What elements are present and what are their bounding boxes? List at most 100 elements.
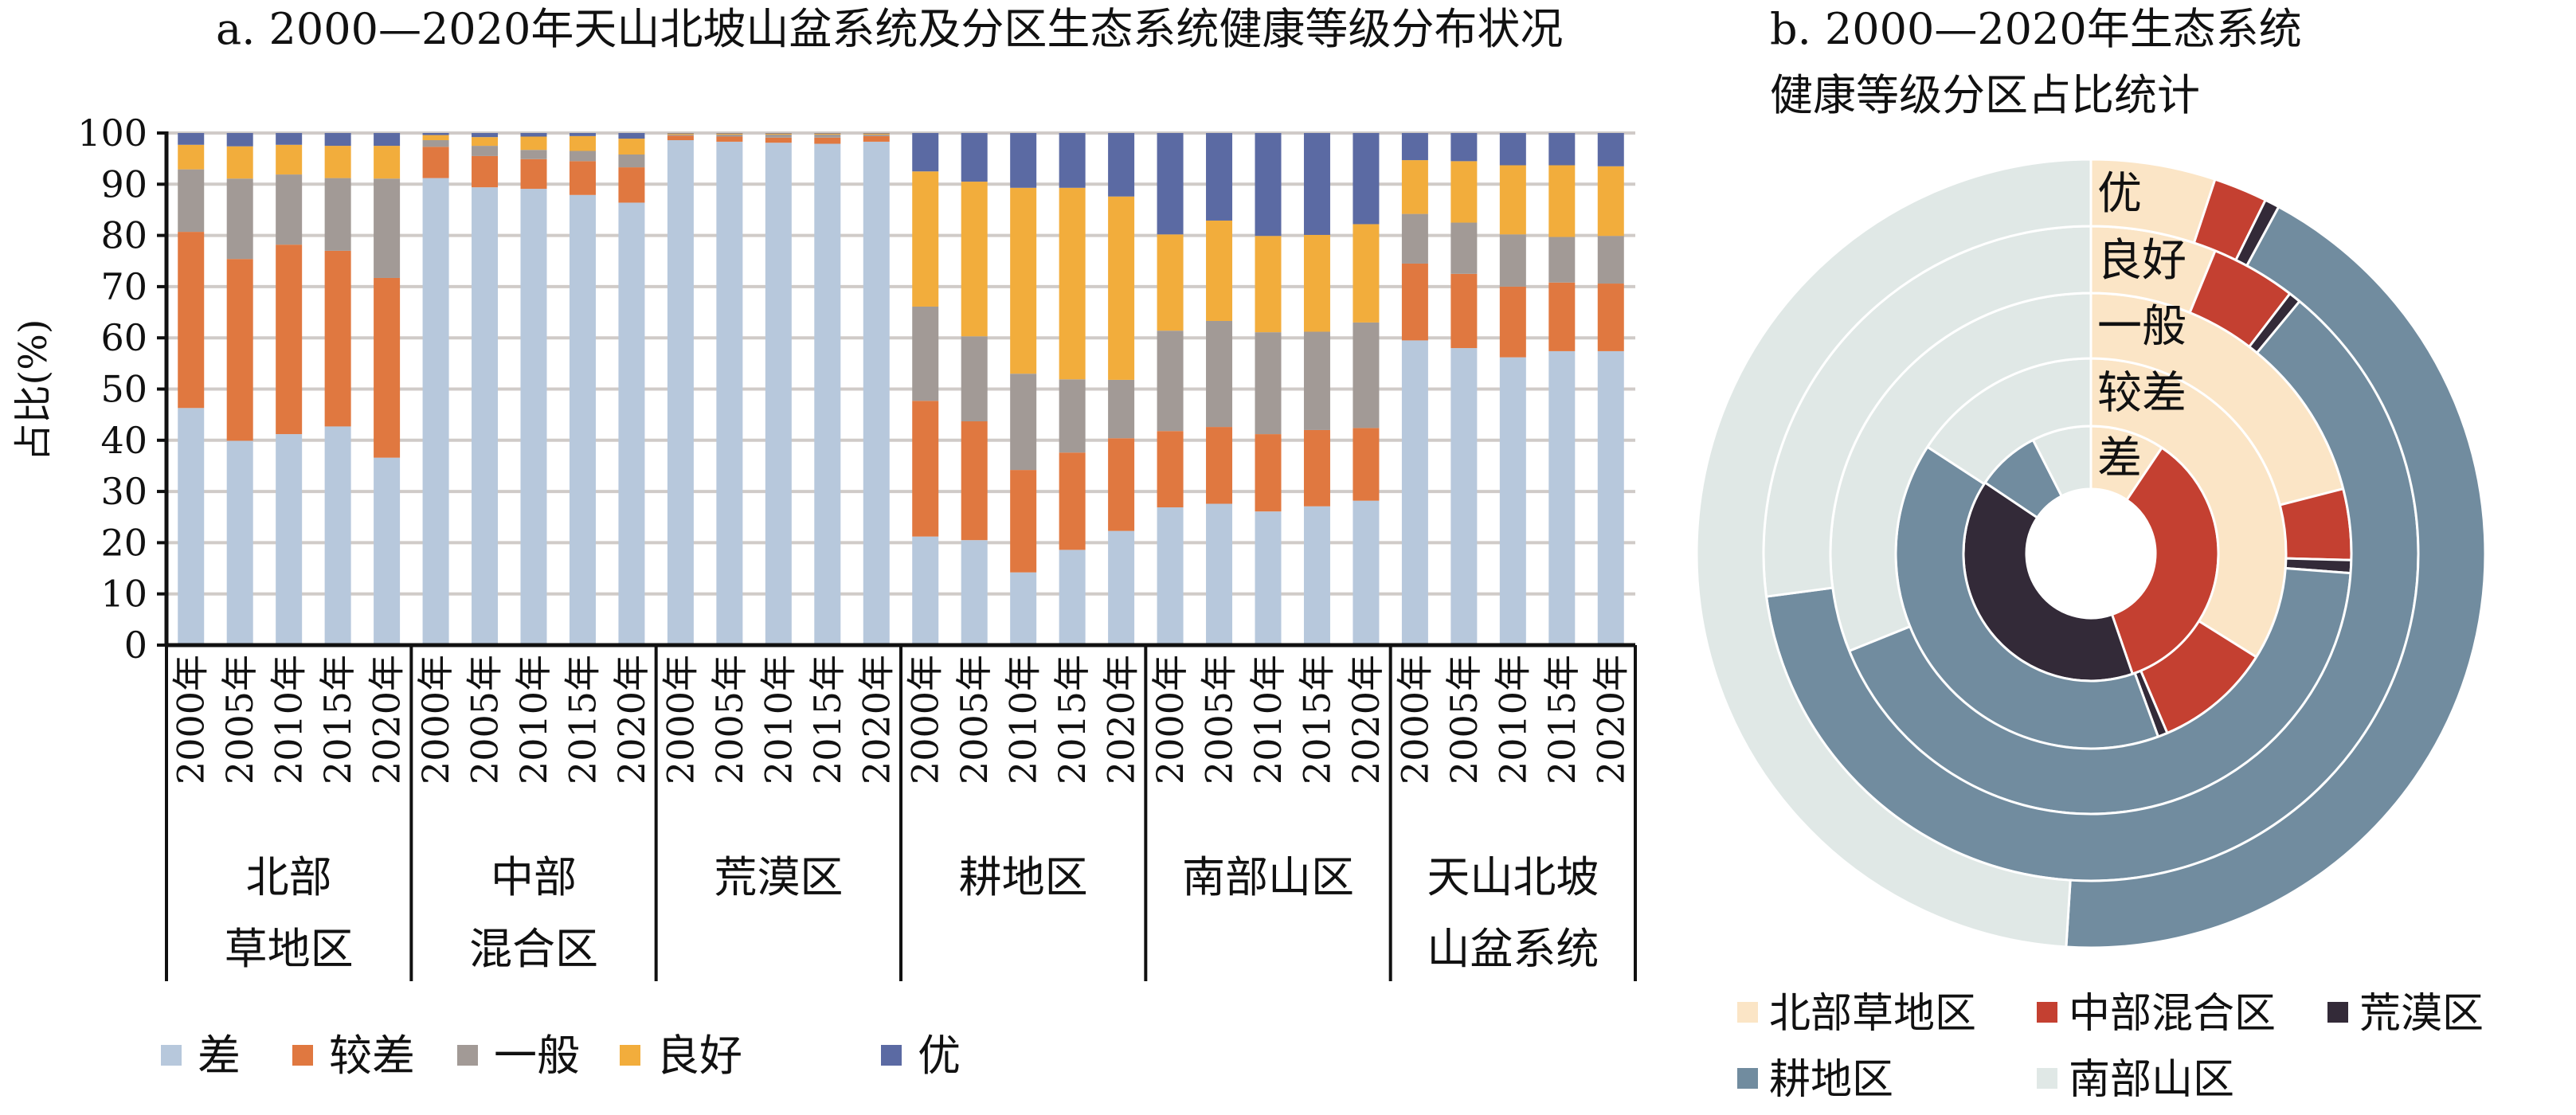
bar-segment-一般 (1548, 237, 1576, 283)
bar-segment-优 (472, 133, 499, 138)
y-tick-label: 30 (100, 470, 147, 513)
ring-label: 较差 (2097, 368, 2186, 420)
bar-segment-良好 (814, 133, 841, 135)
x-tick-label-year: 2015年 (316, 655, 359, 784)
bar-segment-较差 (1548, 282, 1576, 351)
bar-segment-优 (422, 133, 449, 135)
group-label: 荒漠区 (714, 852, 843, 902)
bar-segment-良好 (1450, 161, 1478, 223)
x-tick-label-year: 2015年 (806, 655, 849, 784)
bar-segment-优 (1255, 133, 1282, 237)
bar-segment-良好 (667, 133, 694, 135)
bar-segment-良好 (226, 146, 253, 179)
bar-segment-优 (1499, 133, 1526, 166)
bar-segment-一般 (1206, 320, 1233, 428)
bar-segment-一般 (1450, 222, 1478, 274)
bar-segment-差 (1548, 350, 1576, 645)
donut-chart: b. 2000—2020年生态系统 健康等级分区占比统计 差 较差 一般 良好 优 北部… (1695, 4, 2487, 1104)
x-tick-label-year: 2000年 (904, 655, 947, 784)
bar-segment-一般 (472, 146, 499, 156)
bar-segment-一般 (1059, 379, 1086, 453)
x-tick-label-year: 2015年 (1051, 655, 1094, 784)
bar-segment-较差 (422, 147, 449, 178)
bar-segment-一般 (1303, 331, 1330, 430)
bar-segment-较差 (1108, 438, 1135, 531)
bar-segment-良好 (520, 136, 547, 151)
bar-segment-较差 (863, 135, 890, 142)
donut-slice-优-耕地区 (2065, 205, 2487, 949)
y-axis-label: 占比(%) (11, 319, 56, 461)
bar-segment-差 (520, 189, 547, 645)
legend-swatch-良好 (620, 1045, 640, 1066)
legend-swatch-一般 (457, 1045, 478, 1066)
legend-label: 中部混合区 (2069, 990, 2276, 1038)
bar-segment-差 (1108, 530, 1135, 645)
chart-a-title: a. 2000—2020年天山北坡山盆系统及分区生态系统健康等级分布状况 (216, 4, 1563, 54)
x-tick-label-year: 2000年 (659, 655, 702, 784)
bar-segment-差 (1010, 572, 1037, 645)
bar-segment-优 (276, 133, 303, 145)
bar-segment-优 (667, 133, 694, 134)
bar-segment-差 (1303, 506, 1330, 645)
x-tick-label-year: 2020年 (610, 655, 653, 784)
bar-segment-优 (569, 133, 596, 136)
y-tick-label: 100 (77, 111, 147, 155)
x-tick-label-year: 2000年 (1149, 655, 1192, 784)
x-tick-label-year: 2000年 (170, 655, 213, 784)
bar-segment-差 (1353, 500, 1380, 645)
y-tick-label: 80 (100, 214, 147, 257)
bar-segment-较差 (1499, 286, 1526, 358)
legend-swatch-优 (881, 1045, 902, 1066)
bar-segment-良好 (569, 135, 596, 151)
bar-segment-差 (276, 434, 303, 645)
bar-segment-差 (1450, 348, 1478, 645)
y-tick-label: 50 (100, 368, 147, 411)
bar-segment-优 (1303, 133, 1330, 235)
bar-segment-优 (1010, 133, 1037, 188)
group-label: 草地区 (225, 924, 354, 974)
bar-segment-较差 (1010, 470, 1037, 573)
bar-segment-差 (324, 426, 351, 645)
bar-segment-一般 (276, 174, 303, 245)
bar-segment-优 (1401, 133, 1428, 161)
bar-segment-良好 (1401, 160, 1428, 214)
bar-segment-一般 (814, 134, 841, 138)
bar-segment-一般 (1353, 322, 1380, 428)
bar-segment-差 (422, 178, 449, 646)
bar-segment-一般 (1157, 331, 1184, 432)
y-tick-label: 10 (100, 573, 147, 616)
bar-segment-较差 (1450, 273, 1478, 349)
x-tick-label-year: 2005年 (1198, 655, 1241, 784)
legend-label: 优 (918, 1031, 961, 1081)
bar-segment-优 (324, 133, 351, 147)
y-tick-label: 0 (124, 624, 147, 667)
x-tick-label-year: 2020年 (1589, 655, 1632, 784)
bar-segment-一般 (226, 178, 253, 260)
x-tick-label-year: 2020年 (855, 655, 898, 784)
x-tick-label-year: 2010年 (757, 655, 800, 784)
bar-segment-良好 (1353, 224, 1380, 323)
donut-slice-优-南部山区 (1695, 158, 2093, 949)
bars (178, 133, 1624, 646)
ring-label: 一般 (2097, 301, 2186, 353)
bar-segment-差 (226, 440, 253, 645)
x-tick-label-year: 2005年 (708, 655, 751, 784)
bar-segment-优 (716, 133, 743, 134)
bar-segment-差 (1059, 550, 1086, 645)
bar-segment-良好 (1108, 196, 1135, 380)
x-tick-label-year: 2010年 (512, 655, 555, 784)
bar-segment-一般 (618, 155, 645, 168)
bar-segment-较差 (667, 135, 694, 141)
x-tick-label-year: 2020年 (366, 655, 409, 784)
bar-segment-差 (374, 457, 401, 645)
bar-segment-良好 (1157, 234, 1184, 331)
bar-segment-优 (1157, 133, 1184, 235)
bar-segment-良好 (1597, 166, 1624, 237)
bar-segment-一般 (1401, 213, 1428, 264)
bar-segment-良好 (961, 182, 988, 337)
x-tick-label-year: 2010年 (1002, 655, 1045, 784)
legend-label: 差 (198, 1031, 241, 1081)
bar-segment-较差 (1157, 431, 1184, 508)
bar-segment-一般 (1108, 379, 1135, 439)
